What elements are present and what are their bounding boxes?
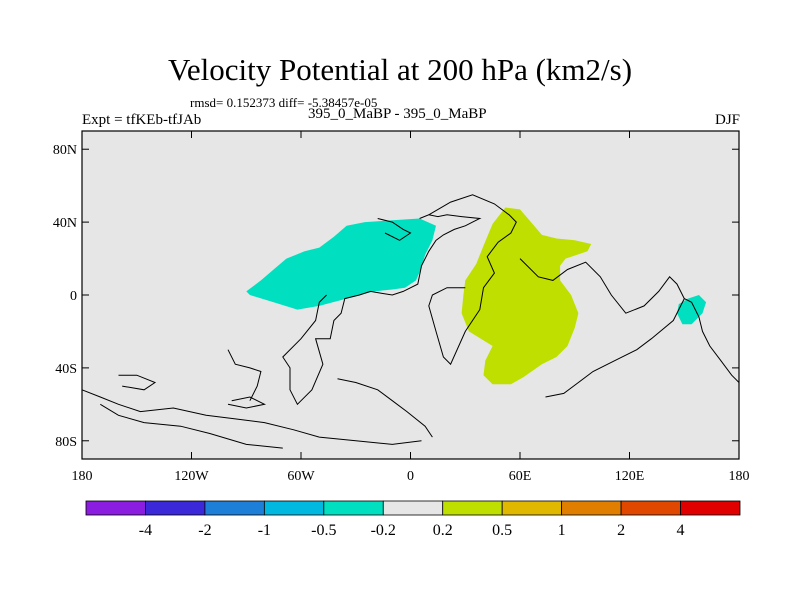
- coastline-5: [227, 349, 262, 401]
- colorbar-box: [620, 500, 681, 516]
- colorbar-box: [85, 500, 146, 516]
- map-background: [82, 131, 739, 459]
- colorbar-label: 4: [677, 522, 685, 539]
- lat-tick-label: 0: [70, 289, 77, 304]
- colorbar-box: [501, 500, 563, 516]
- colorbar-box: [442, 500, 503, 516]
- coastline-4: [100, 403, 283, 449]
- colorbar-box: [382, 500, 444, 516]
- anomaly-regions: [246, 207, 707, 385]
- lon-tick-label: 120W: [174, 469, 209, 484]
- experiment-label: Expt = tfKEb-tfJAb: [82, 112, 202, 128]
- coastline-0: [282, 214, 482, 406]
- coastline-8: [684, 298, 740, 383]
- colorbar-label: 1: [558, 522, 566, 539]
- colorbar-box: [323, 500, 384, 516]
- lat-tick-label: 40N: [53, 216, 77, 231]
- coastline-1: [428, 194, 517, 366]
- coastline-9: [337, 378, 433, 438]
- plot-title: Velocity Potential at 200 hPa (km2/s): [167, 52, 633, 87]
- case-label: 395_0_MaBP - 395_0_MaBP: [308, 106, 487, 122]
- coastline-7: [227, 396, 267, 409]
- lon-tick-label: 120E: [615, 469, 645, 484]
- season-label: DJF: [714, 112, 740, 128]
- coastline-10: [377, 218, 412, 241]
- lat-tick-label: 40S: [55, 362, 77, 377]
- lon-tick-label: 60E: [509, 469, 532, 484]
- coastline-6: [118, 374, 157, 391]
- colorbar-box: [263, 500, 325, 516]
- colorbar-label: 0.5: [492, 522, 512, 539]
- lon-tick-label: 180: [72, 469, 93, 484]
- colorbar-label: -0.5: [311, 522, 336, 539]
- lat-tick-label: 80N: [53, 143, 77, 158]
- negative-anomaly-atlantic: [246, 218, 436, 310]
- lon-tick-label: 180: [729, 469, 750, 484]
- coastline-2: [519, 258, 685, 398]
- colorbar-label: 2: [617, 522, 625, 539]
- lat-tick-label: 80S: [55, 435, 77, 450]
- colorbar-label: -2: [198, 522, 211, 539]
- colorbar-box: [561, 500, 622, 516]
- colorbar-box: [204, 500, 265, 516]
- latitude-axis: 80N 40N 0 40S 80S: [53, 143, 739, 450]
- positive-anomaly-africa-asia: [461, 207, 592, 385]
- colorbar-label: -0.2: [371, 522, 396, 539]
- colorbar-label: -4: [139, 522, 152, 539]
- colorbar: -4 -2 -1 -0.5 -0.2 0.2 0.5 1 2 4: [85, 500, 741, 539]
- colorbar-box: [145, 500, 206, 516]
- coastlines: [81, 194, 740, 449]
- colorbar-label: -1: [258, 522, 271, 539]
- lon-tick-label: 0: [407, 469, 414, 484]
- lon-tick-label: 60W: [287, 469, 315, 484]
- colorbar-label: 0.2: [433, 522, 453, 539]
- colorbar-box: [680, 500, 741, 516]
- coastline-3: [81, 389, 422, 445]
- longitude-axis: 180 120W 60W 0 60E 120E 180: [72, 131, 750, 484]
- rmsd-diff-stats: rmsd= 0.152373 diff= -5.38457e-05: [190, 95, 378, 110]
